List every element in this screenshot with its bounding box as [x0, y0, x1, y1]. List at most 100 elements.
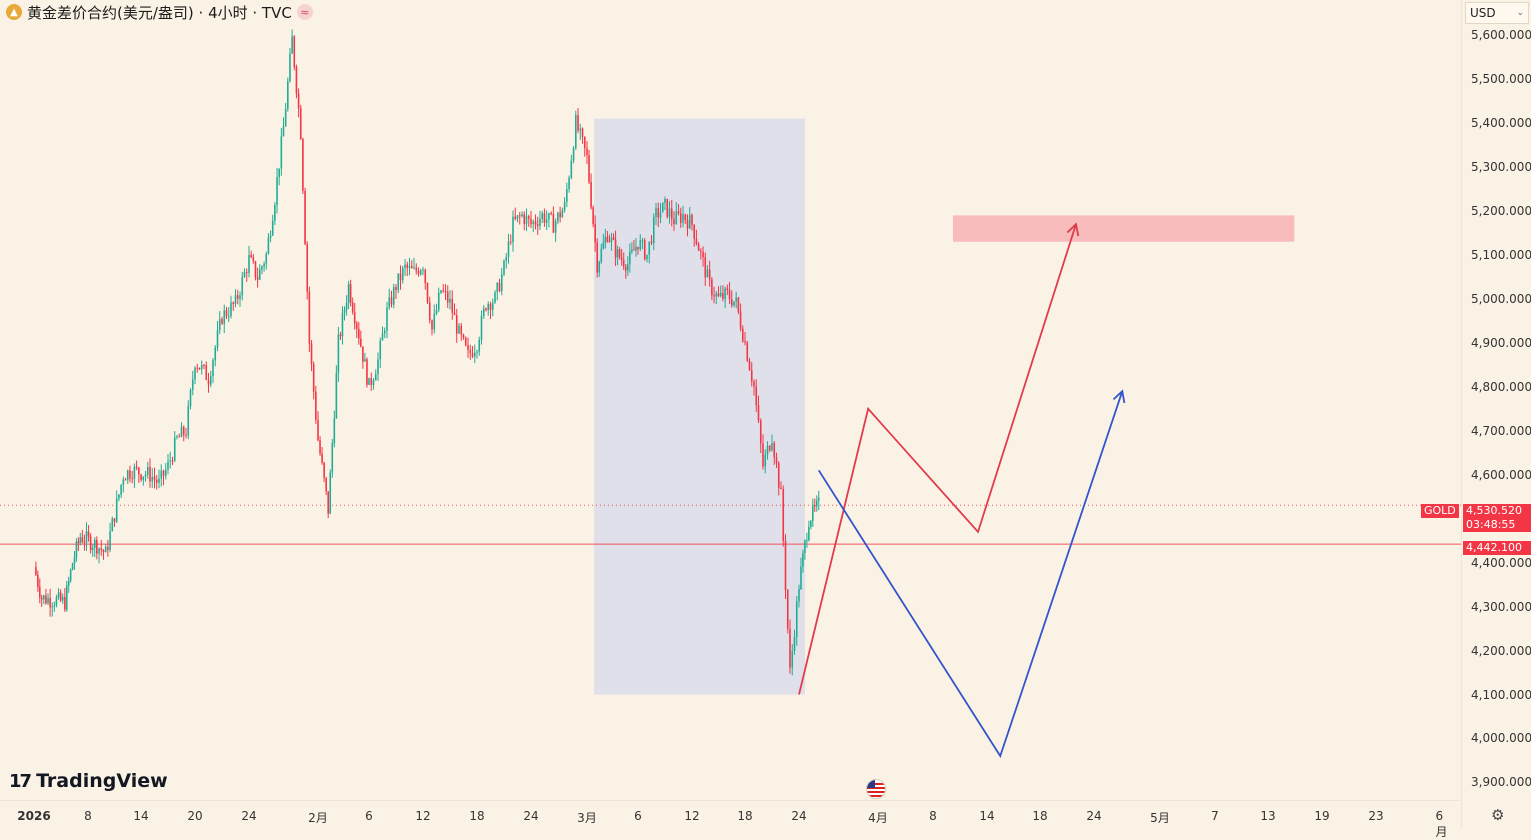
candle-body — [775, 457, 778, 464]
candle — [471, 346, 474, 359]
candle — [612, 233, 615, 241]
candle — [808, 520, 810, 542]
candle-body — [711, 279, 713, 296]
currency-selector[interactable]: USD ⌄ — [1465, 2, 1529, 24]
candle — [225, 306, 228, 320]
chart-header[interactable]: ▲ 黄金差价合约(美元/盎司) · 4小时 · TVC ≈ — [6, 2, 313, 22]
candle-body — [51, 606, 54, 608]
candle-body — [81, 537, 84, 542]
candle — [347, 280, 350, 310]
candle-body — [586, 148, 588, 156]
candle — [419, 268, 422, 276]
candle — [512, 210, 514, 252]
candle-body — [814, 504, 816, 507]
candle — [53, 601, 56, 612]
candle-body — [627, 264, 629, 271]
candle — [433, 304, 436, 334]
time-tick-label: 12 — [415, 809, 431, 823]
candle — [798, 584, 800, 608]
candle — [232, 301, 235, 311]
candle-body — [570, 160, 573, 178]
candle-body — [401, 267, 404, 281]
candle — [241, 271, 244, 301]
candle — [390, 290, 393, 308]
candle-body — [178, 436, 181, 438]
price-axis[interactable]: 3,900.000 4,000.000 4,100.000 4,200.000 4,30… — [1461, 0, 1531, 828]
candle — [274, 202, 276, 225]
candle-body — [750, 370, 753, 382]
candle — [679, 207, 682, 228]
candle — [554, 218, 557, 242]
candle — [269, 230, 272, 243]
candle — [284, 102, 287, 127]
candle-body — [757, 405, 760, 421]
candle — [142, 476, 145, 486]
candle — [711, 277, 713, 301]
countdown-tag: 03:48:55 — [1463, 518, 1531, 532]
candle — [271, 214, 274, 237]
ref-price-tag: 4,442.100 — [1463, 541, 1531, 555]
candle-body — [339, 334, 342, 337]
settings-gear-icon[interactable]: ⚙ — [1491, 806, 1505, 824]
candle-body — [661, 202, 664, 213]
price-chart[interactable] — [0, 0, 1461, 800]
candle-body — [319, 440, 321, 454]
tradingview-logo[interactable]: 17 TradingView — [9, 770, 168, 792]
candle-body — [216, 330, 219, 348]
candle — [442, 284, 445, 293]
candle-body — [561, 210, 564, 218]
candle-body — [633, 249, 635, 251]
candle-body — [784, 541, 787, 591]
candle — [543, 208, 546, 227]
candle — [289, 47, 291, 83]
candle — [622, 252, 625, 270]
candle — [410, 260, 413, 269]
candle-body — [304, 190, 306, 245]
candle-body — [341, 312, 344, 337]
candle — [131, 470, 133, 484]
candle-body — [234, 295, 237, 304]
wave-icon[interactable]: ≈ — [296, 4, 313, 20]
candle-body — [37, 574, 39, 587]
candle-body — [525, 216, 528, 224]
candle — [455, 308, 458, 343]
candle-body — [71, 563, 74, 570]
candle-body — [782, 489, 785, 542]
candle — [548, 212, 550, 228]
candle — [469, 344, 472, 360]
candle-body — [629, 251, 631, 265]
candle-body — [419, 270, 422, 275]
candle-body — [455, 315, 458, 334]
candle-body — [397, 273, 400, 291]
candle — [401, 265, 404, 284]
time-axis[interactable]: 2026 8 14 20 24 2月 6 12 18 24 3月 6 12 18 24 4月 8 14 18 24 5月… — [0, 800, 1461, 839]
candle-body — [702, 251, 704, 258]
candle — [317, 411, 319, 442]
candle-body — [521, 214, 523, 217]
candle — [144, 471, 147, 482]
time-tick-label: 6月 — [1435, 809, 1448, 839]
candle-body — [722, 292, 724, 299]
candle-body — [289, 53, 291, 82]
candle-body — [691, 214, 693, 225]
candle-body — [695, 238, 698, 245]
candle — [146, 461, 149, 479]
time-tick-label: 2026 — [17, 809, 51, 823]
candle — [293, 35, 296, 71]
candle — [812, 498, 814, 527]
candle-body — [83, 541, 86, 543]
candle-body — [408, 265, 411, 269]
us-flag-icon[interactable] — [866, 779, 886, 799]
candle-body — [96, 539, 98, 554]
candle-body — [780, 487, 782, 490]
candle — [624, 264, 627, 279]
candle — [267, 233, 270, 255]
candle-body — [355, 323, 358, 329]
time-tick-label: 20 — [187, 809, 203, 823]
price-tick-label: 5,500.000 — [1471, 72, 1531, 87]
candle — [536, 216, 539, 235]
candle — [133, 463, 136, 488]
candle-body — [614, 239, 617, 258]
chart-area[interactable] — [0, 0, 1461, 800]
candle — [563, 197, 566, 213]
